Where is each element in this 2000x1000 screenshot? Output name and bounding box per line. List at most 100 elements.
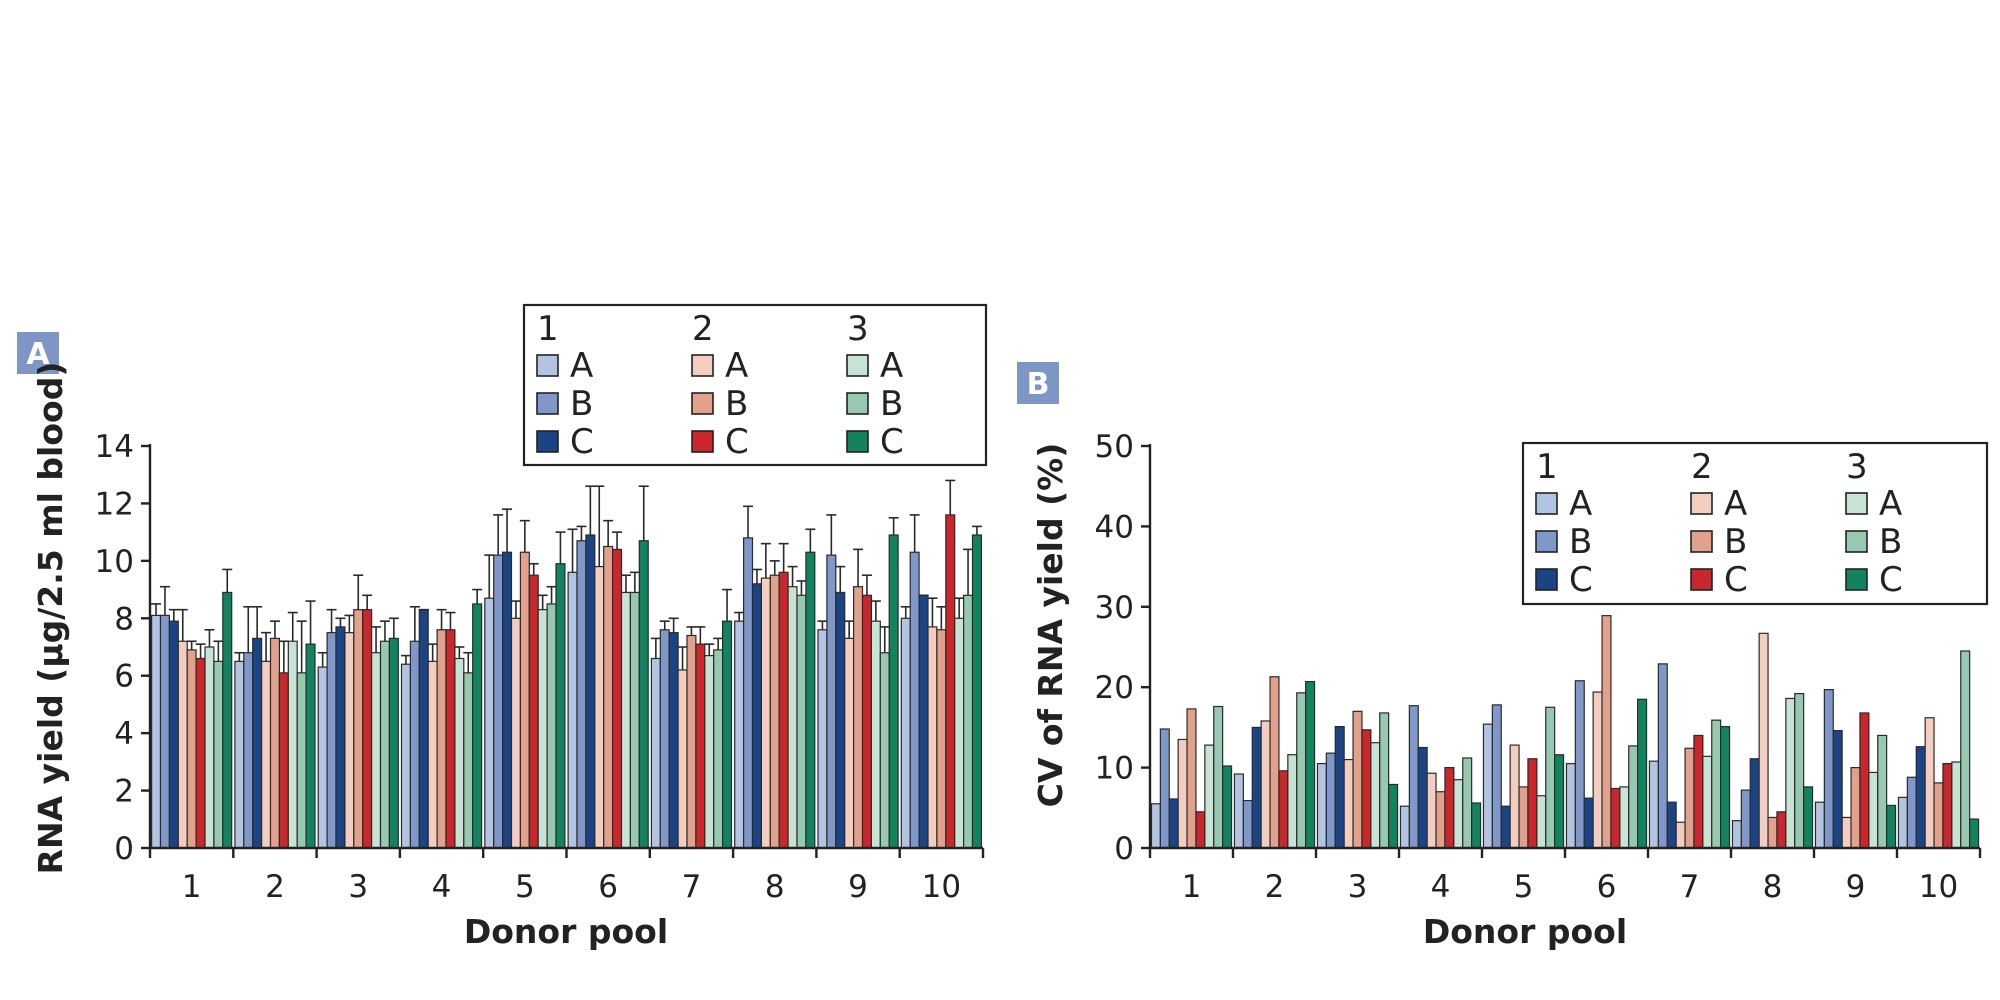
bar-pool-9-3B [1877, 734, 1888, 849]
panel-b-badge-box [1017, 362, 1059, 404]
bar-pool-1-3A [204, 646, 215, 849]
bar-pool-3-1B [326, 632, 337, 849]
bar-pool-2-3A [1287, 754, 1298, 849]
bar-pool-9-3C [888, 534, 899, 849]
bar-pool-1-2C [1195, 811, 1206, 849]
bar-pool-10-1C [1915, 746, 1926, 849]
bar-pool-8-1B [742, 537, 754, 849]
bar-pool-4-2A [427, 660, 438, 849]
bar-pool-1-2A [177, 640, 188, 849]
legend-entry-label: A [725, 346, 748, 386]
bar-pool-2-2A [261, 660, 272, 849]
x-tick-label: 2 [265, 869, 285, 905]
y-tick-label: 10 [1095, 751, 1134, 787]
x-tick-label: 3 [1348, 869, 1368, 905]
bar-pool-6-3A [1619, 786, 1630, 849]
legend-entry-label: B [570, 384, 593, 424]
chart-a: RNA yield (µg/2.5 ml blood) Donor pool 0… [31, 303, 988, 951]
panel-b-letter: B [1027, 367, 1050, 402]
legend-entry-label: C [880, 422, 904, 462]
bar-pool-5-1A [484, 597, 495, 849]
bar-pool-10-3A [954, 617, 965, 849]
panel-a-badge: A [17, 332, 59, 374]
bar-pool-4-3C [472, 603, 483, 849]
bar-pool-6-1B [576, 540, 587, 849]
bar-pool-3-1A [317, 666, 328, 849]
chart-a-ylabel: RNA yield (µg/2.5 ml blood) [31, 362, 70, 875]
legend-swatch-3C [846, 430, 869, 453]
bar-pool-10-3B [962, 594, 974, 849]
bar-pool-7-2C [695, 643, 706, 849]
bar-pool-8-2C [1776, 811, 1787, 849]
bar-pool-10-3B [1960, 650, 1971, 849]
legend-entry-label: C [570, 422, 594, 462]
bar-pool-2-1A [1233, 773, 1244, 849]
bar-pool-5-1C [502, 551, 513, 849]
legend-swatch-3B [1845, 530, 1868, 553]
bar-pool-9-2C [1859, 712, 1870, 849]
panel-a-letter: A [26, 337, 50, 372]
legend-box [522, 303, 988, 467]
x-tick-label: 2 [1265, 869, 1285, 905]
bar-pool-4-1A [1399, 805, 1410, 849]
x-tick-label: 10 [922, 869, 961, 905]
bar-pool-8-3A [1785, 697, 1796, 849]
bar-pool-9-3A [1868, 771, 1879, 849]
bar-pool-3-3A [1370, 742, 1381, 849]
bar-pool-1-2B [186, 649, 197, 849]
bar-pool-5-3A [1536, 795, 1547, 849]
bar-pool-4-3A [1453, 779, 1464, 849]
bar-pool-3-3C [388, 637, 399, 849]
bar-pool-10-3C [971, 534, 982, 849]
legend-entry-label: C [1569, 560, 1593, 600]
bar-pool-5-3A [537, 609, 548, 849]
chart-a-xlabel: Donor pool [464, 912, 668, 951]
bar-pool-4-2B [436, 629, 447, 849]
bar-pool-6-2B [603, 545, 614, 849]
bar-pool-3-3A [371, 652, 382, 849]
bar-pool-10-2A [1924, 717, 1935, 849]
bar-pool-9-2B [1850, 766, 1861, 849]
bar-pool-3-2A [1343, 758, 1354, 849]
bar-pool-8-3B [796, 594, 807, 849]
bar-pool-6-3B [1628, 745, 1639, 849]
bar-pool-4-3B [463, 672, 474, 849]
bar-pool-3-2C [362, 609, 373, 849]
bar-pool-1-2C [195, 657, 206, 849]
bar-pool-7-3C [721, 620, 733, 849]
bar-pool-6-2C [1610, 787, 1621, 849]
bar-pool-5-2C [1527, 758, 1538, 849]
bar-pool-1-2B [1186, 708, 1197, 849]
bar-pool-5-1A [1482, 723, 1493, 849]
bar-pool-8-2A [1758, 632, 1769, 849]
bar-pool-5-1B [493, 554, 504, 849]
legend-entry-label: A [1724, 484, 1747, 524]
legend-swatch-1A [1535, 492, 1558, 515]
legend-entry-label: B [1724, 522, 1747, 562]
bar-pool-1-1B [159, 614, 170, 849]
y-tick-label: 50 [1095, 429, 1134, 465]
y-tick-label: 0 [1114, 831, 1134, 867]
bar-pool-10-2B [936, 629, 947, 849]
bar-pool-8-2B [1767, 816, 1778, 849]
bar-pool-4-3A [454, 657, 465, 849]
y-tick-label: 12 [95, 486, 134, 522]
bar-pool-7-1B [1657, 663, 1668, 849]
bar-pool-9-2A [844, 637, 855, 849]
legend-entry-label: C [1724, 560, 1748, 600]
bar-pool-5-1C [1500, 805, 1511, 849]
x-tick-label: 1 [1182, 869, 1202, 905]
bar-pool-4-1C [418, 609, 429, 849]
legend-swatch-2A [1690, 492, 1713, 515]
bar-pool-9-1B [1823, 689, 1834, 849]
bar-pool-10-2C [1942, 762, 1953, 849]
bar-pool-2-1B [1242, 799, 1253, 849]
bar-pool-6-3C [1637, 698, 1648, 849]
bar-pool-2-2B [1269, 676, 1280, 849]
bar-pool-6-3B [629, 591, 640, 849]
bar-pool-7-2C [1693, 734, 1704, 849]
bar-pool-4-2B [1435, 791, 1446, 849]
bar-pool-8-3C [1803, 786, 1814, 849]
x-tick-label: 5 [515, 869, 535, 905]
legend-group-label: 2 [692, 309, 714, 349]
